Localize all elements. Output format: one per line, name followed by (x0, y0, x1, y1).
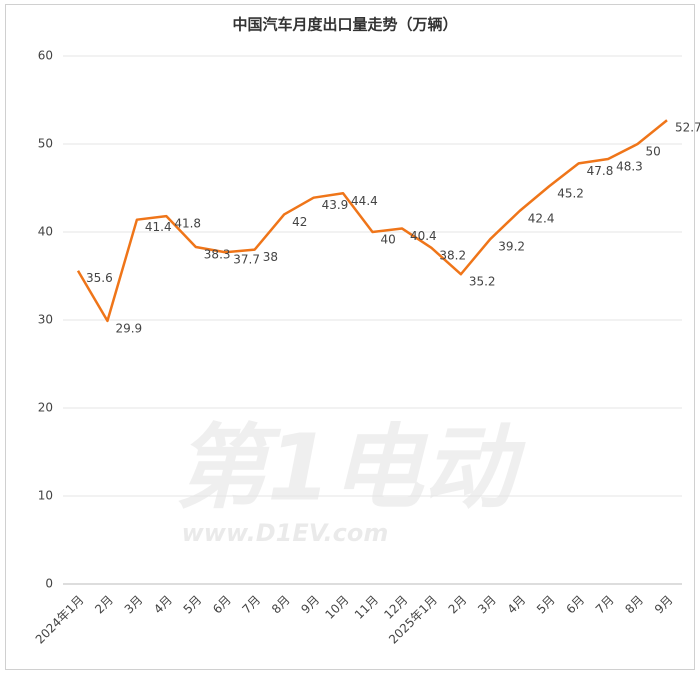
data-label: 41.8 (174, 217, 201, 231)
data-label: 37.7 (233, 253, 260, 267)
data-label: 42.4 (528, 211, 555, 225)
data-line (76, 119, 668, 323)
data-label: 40 (381, 233, 396, 247)
data-label: 35.6 (86, 271, 113, 285)
data-label: 29.9 (115, 321, 142, 335)
data-label: 35.2 (469, 275, 496, 289)
data-label: 43.9 (322, 198, 349, 212)
data-label: 40.4 (410, 229, 437, 243)
y-tick-label: 60 (38, 49, 53, 63)
data-label: 52.7 (675, 121, 700, 135)
y-tick-label: 30 (38, 313, 53, 327)
data-label: 47.8 (587, 164, 614, 178)
data-label: 45.2 (557, 187, 584, 201)
data-label: 48.3 (616, 159, 643, 173)
data-label: 42 (292, 215, 307, 229)
data-label: 41.4 (145, 220, 172, 234)
data-label: 38.3 (204, 247, 231, 261)
chart-border (5, 4, 695, 670)
y-tick-label: 20 (38, 401, 53, 415)
chart-title: 中国汽车月度出口量走势（万辆） (232, 16, 457, 34)
y-tick-label: 0 (45, 577, 53, 591)
data-label: 38 (263, 250, 278, 264)
data-label: 39.2 (498, 240, 525, 254)
watermark-url: www.D1EV.com (182, 519, 389, 547)
data-label: 38.2 (439, 248, 466, 262)
y-tick-label: 10 (38, 489, 53, 503)
data-label: 50 (646, 145, 661, 159)
data-label: 44.4 (351, 194, 378, 208)
watermark: 第1电动 (175, 414, 526, 521)
y-tick-label: 40 (38, 225, 53, 239)
y-tick-label: 50 (38, 137, 53, 151)
